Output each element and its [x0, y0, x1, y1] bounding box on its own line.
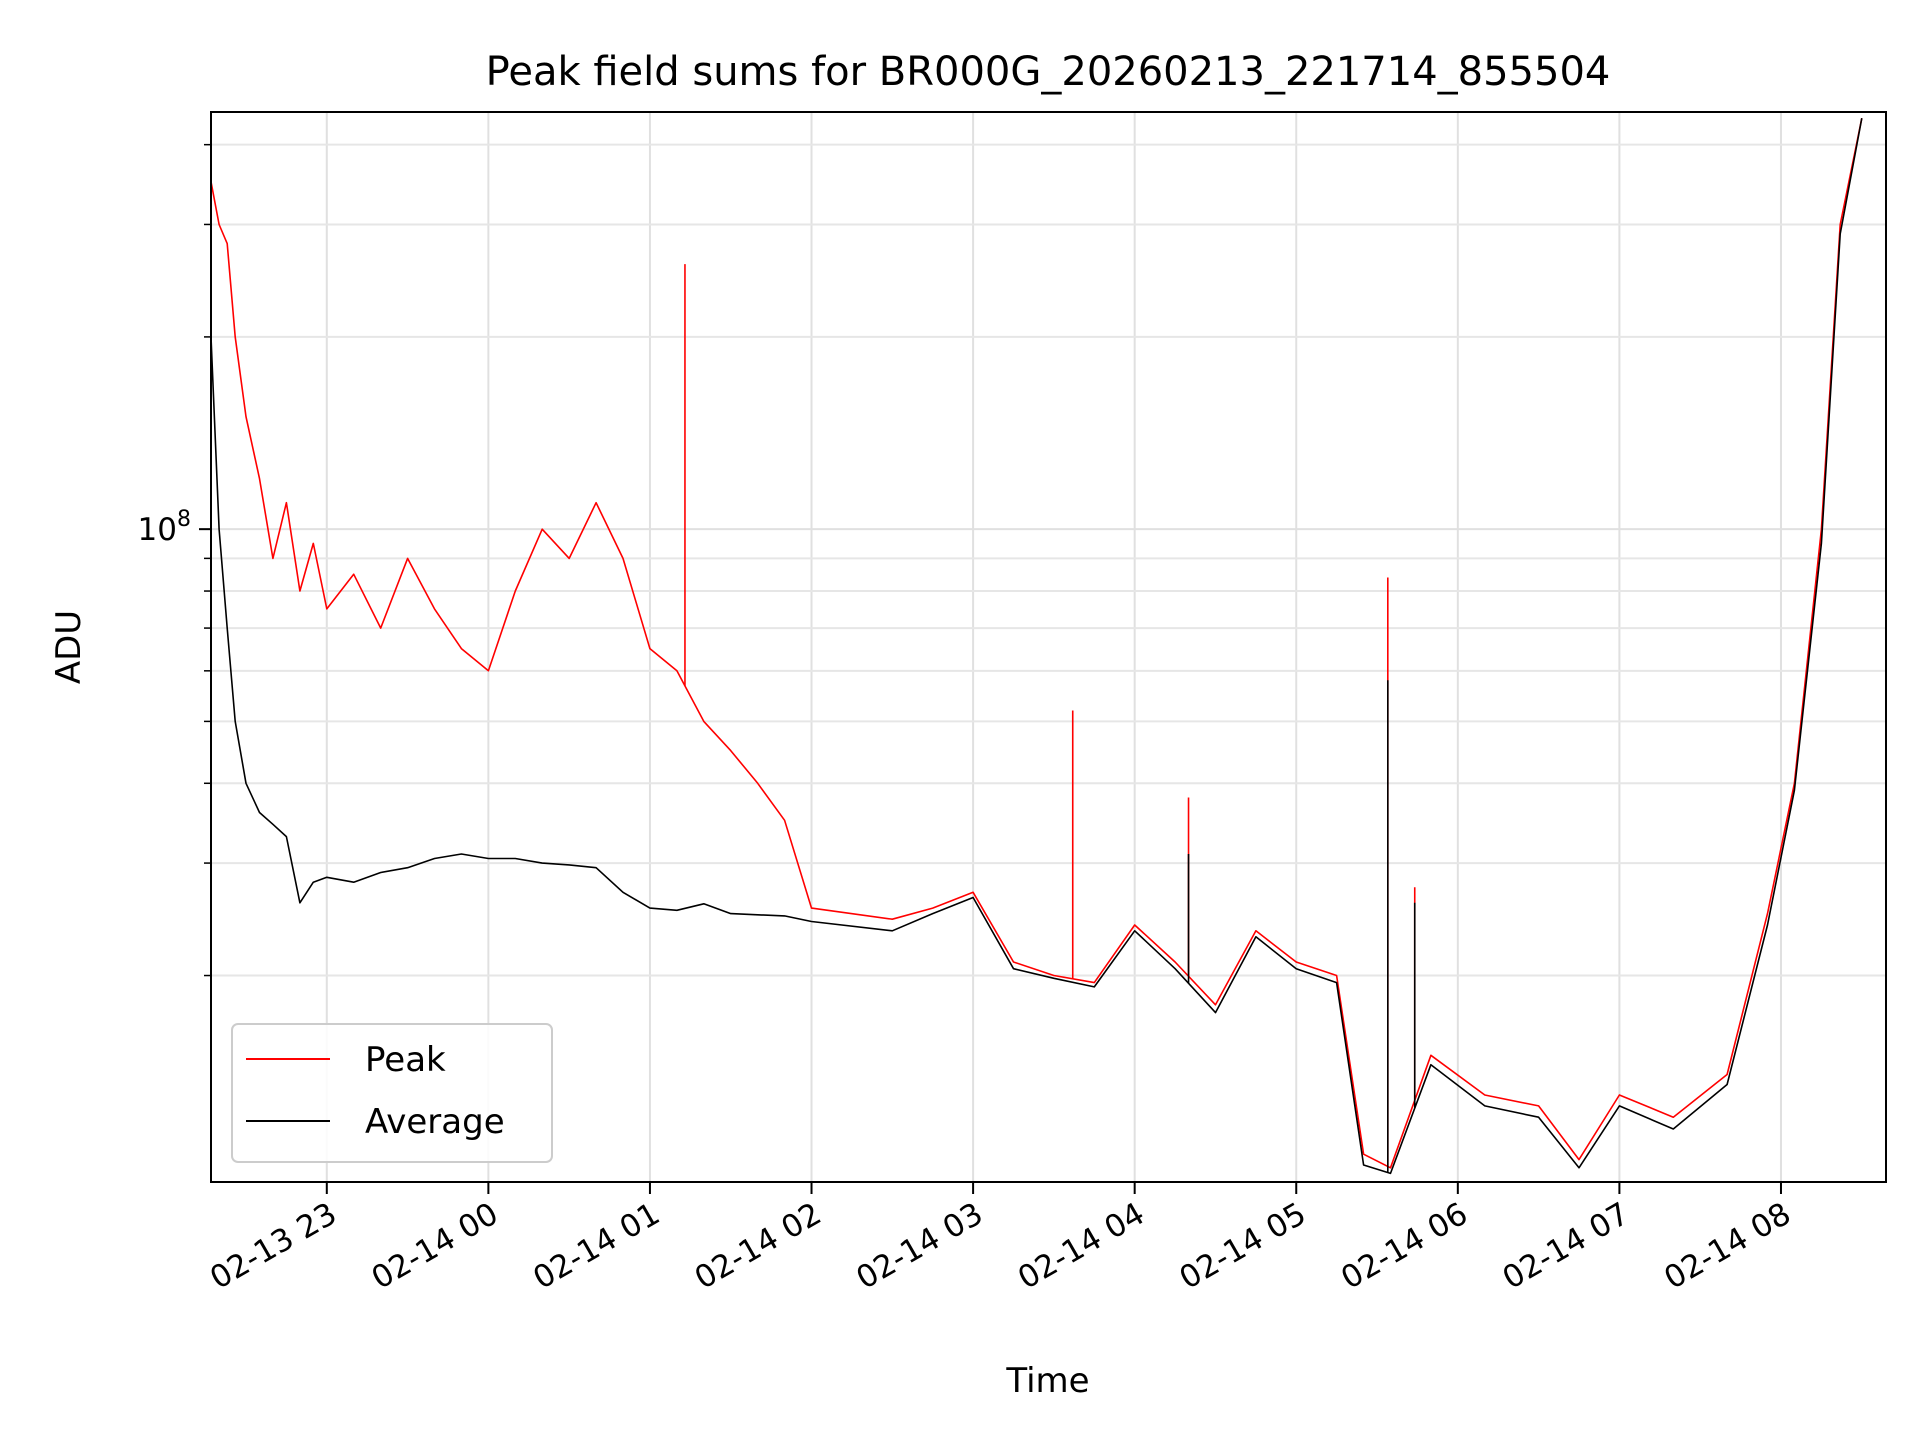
x-tick-label: 02-14 08	[1658, 1196, 1797, 1297]
plot-background	[211, 112, 1886, 1182]
x-tick-label: 02-13 23	[204, 1196, 343, 1297]
y-axis: 108	[138, 143, 211, 977]
legend-label-average: Average	[365, 1102, 505, 1142]
series-line-average	[211, 118, 1863, 1175]
chart-title: Peak field sums for BR000G_20260213_2217…	[486, 49, 1611, 95]
grid-lines	[211, 112, 1886, 1182]
x-tick-label: 02-14 04	[1012, 1196, 1151, 1297]
series-layer	[211, 118, 1863, 1175]
x-tick-label: 02-14 01	[527, 1196, 666, 1297]
series-line-peak	[211, 118, 1863, 1169]
x-axis: 02-13 23 02-14 00 02-14 01 02-14 02 02-14 03…	[204, 1182, 1797, 1297]
x-tick-label: 02-14 06	[1335, 1196, 1474, 1297]
y-tick-label: 108	[138, 507, 191, 548]
legend-label-peak: Peak	[365, 1040, 446, 1080]
x-tick-label: 02-14 02	[689, 1196, 828, 1297]
x-axis-label: Time	[1005, 1361, 1089, 1401]
x-tick-label: 02-14 05	[1174, 1196, 1313, 1297]
x-tick-label: 02-14 07	[1497, 1196, 1636, 1297]
plot-frame	[210, 111, 1887, 1183]
legend: Peak Average	[231, 1023, 553, 1163]
x-tick-label: 02-14 03	[850, 1196, 989, 1297]
x-tick-label: 02-14 00	[366, 1196, 505, 1297]
y-axis-label: ADU	[49, 610, 89, 684]
